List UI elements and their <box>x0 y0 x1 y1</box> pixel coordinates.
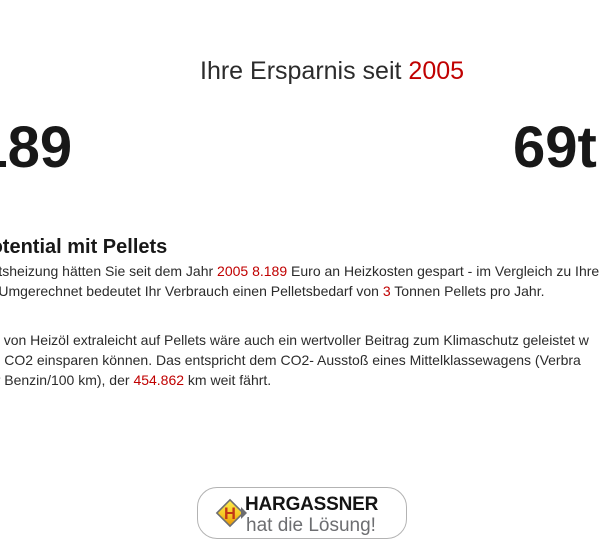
svg-text:H: H <box>224 505 236 523</box>
